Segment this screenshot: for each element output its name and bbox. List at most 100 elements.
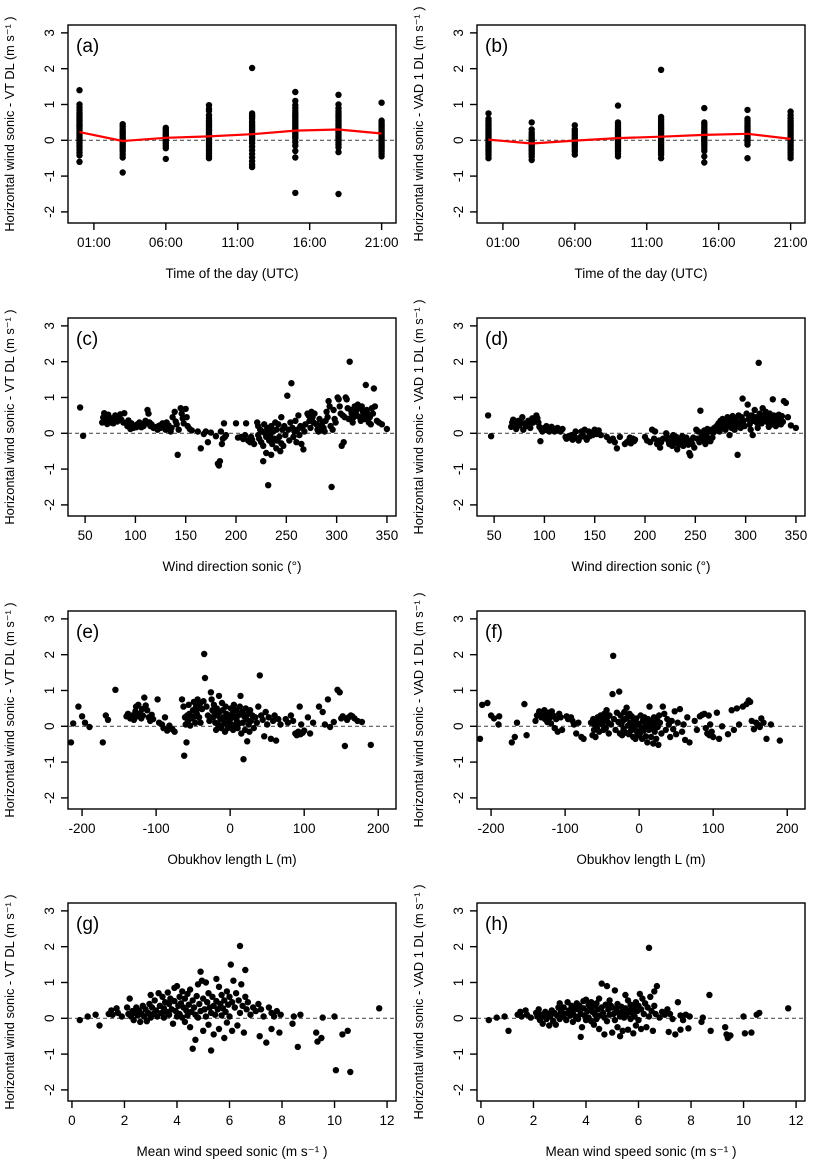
y-tick-label: -2	[451, 206, 466, 218]
x-tick-label: 2	[530, 1113, 538, 1128]
x-tick-label: 200	[634, 528, 657, 543]
data-point	[265, 713, 272, 720]
x-tick-label: 200	[367, 821, 390, 836]
data-point	[613, 444, 621, 452]
data-point	[318, 1035, 325, 1042]
data-point	[204, 999, 211, 1006]
y-tick-label: -2	[451, 1084, 466, 1096]
data-point	[708, 728, 715, 735]
data-point	[197, 968, 204, 976]
data-point	[335, 395, 342, 403]
x-tick-label: 12	[380, 1113, 395, 1128]
data-point	[119, 154, 126, 161]
data-points	[476, 652, 783, 748]
data-point	[527, 1014, 534, 1022]
data-point	[323, 408, 330, 415]
data-point	[744, 155, 751, 162]
red-mean-line	[79, 128, 382, 143]
data-point	[307, 424, 314, 431]
data-point	[537, 437, 544, 445]
data-point	[176, 993, 183, 1001]
panel-c: 50 100 150 200 250 300 350 -2 -1 0 1 2 3 (c) Wind dire…	[0, 293, 409, 586]
data-point	[264, 720, 271, 728]
data-point	[603, 983, 611, 990]
data-point	[614, 153, 622, 160]
data-point	[501, 1013, 508, 1020]
data-point	[527, 424, 534, 431]
data-point	[164, 726, 171, 734]
data-point	[202, 1013, 210, 1020]
data-point	[250, 724, 257, 731]
data-point	[92, 1011, 99, 1019]
x-tick-label: 10	[327, 1113, 342, 1128]
data-point	[244, 737, 251, 744]
data-point	[552, 1021, 559, 1029]
y-tick-label: 2	[42, 943, 57, 951]
data-point	[292, 142, 299, 149]
data-point	[287, 711, 295, 719]
data-point	[476, 735, 484, 742]
data-point	[321, 720, 329, 728]
data-point	[234, 1022, 241, 1029]
data-point	[349, 419, 356, 426]
data-point	[297, 1011, 304, 1019]
data-point	[256, 671, 263, 679]
data-point	[324, 413, 331, 421]
data-point	[787, 155, 794, 162]
data-point	[260, 442, 267, 449]
x-tick-label: 200	[225, 528, 248, 543]
data-point	[236, 1009, 244, 1017]
data-point	[230, 701, 238, 708]
data-point	[582, 996, 590, 1004]
data-point	[647, 733, 655, 740]
y-tick-label: 1	[451, 979, 466, 987]
data-point	[326, 723, 334, 730]
data-points	[485, 944, 792, 1042]
data-point	[192, 719, 199, 726]
data-point	[144, 1009, 152, 1017]
data-point	[740, 417, 747, 424]
data-point	[335, 91, 342, 99]
data-point	[335, 144, 342, 151]
x-tick-label: 300	[734, 528, 757, 543]
data-point	[222, 1008, 229, 1016]
data-point	[217, 428, 225, 435]
data-point	[616, 433, 624, 440]
data-point	[658, 729, 665, 737]
data-point	[661, 1011, 668, 1019]
data-point	[78, 712, 86, 719]
data-point	[602, 724, 609, 731]
y-tick-label: -1	[42, 463, 57, 475]
x-tick-label: 12	[789, 1113, 804, 1128]
y-tick-label: 3	[42, 907, 57, 915]
data-point	[699, 1014, 706, 1022]
x-tick-label: 100	[124, 528, 147, 543]
data-point	[339, 1031, 346, 1038]
data-point	[739, 395, 746, 402]
data-point	[208, 695, 215, 703]
data-point	[686, 1013, 693, 1020]
data-point	[590, 1021, 598, 1029]
data-point	[730, 726, 738, 733]
data-point	[685, 1025, 692, 1032]
data-point	[81, 719, 89, 726]
data-point	[277, 447, 284, 455]
data-point	[750, 725, 758, 732]
x-tick-label: 100	[702, 821, 725, 836]
data-point	[139, 711, 146, 719]
data-point	[174, 451, 181, 458]
data-point	[779, 418, 787, 425]
data-point	[778, 412, 786, 420]
y-tick-label: 1	[451, 393, 466, 401]
data-point	[610, 1011, 617, 1018]
data-point	[655, 711, 663, 719]
data-point	[179, 988, 186, 995]
data-point	[178, 695, 186, 703]
data-point	[674, 999, 682, 1006]
data-point	[605, 729, 612, 737]
data-point	[183, 1007, 190, 1014]
data-point	[79, 432, 87, 439]
data-point	[86, 723, 93, 730]
data-point	[644, 738, 651, 746]
